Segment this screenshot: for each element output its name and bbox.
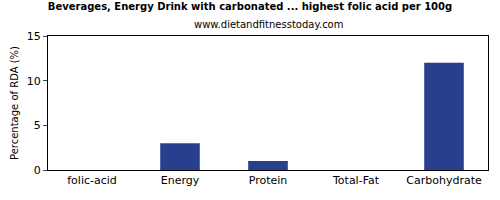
svg-text:Total-Fat: Total-Fat bbox=[332, 174, 380, 187]
svg-text:5: 5 bbox=[34, 119, 41, 132]
svg-text:www.dietandfitnesstoday.com: www.dietandfitnesstoday.com bbox=[194, 19, 343, 30]
svg-text:0: 0 bbox=[34, 164, 41, 177]
svg-text:Carbohydrate: Carbohydrate bbox=[406, 174, 482, 187]
svg-text:Protein: Protein bbox=[249, 174, 288, 187]
svg-text:10: 10 bbox=[27, 75, 41, 88]
svg-text:Percentage of RDA (%): Percentage of RDA (%) bbox=[9, 46, 20, 160]
svg-text:folic-acid: folic-acid bbox=[67, 174, 117, 187]
svg-text:Energy: Energy bbox=[161, 174, 200, 187]
svg-text:15: 15 bbox=[27, 30, 41, 43]
svg-text:Beverages, Energy Drink with c: Beverages, Energy Drink with carbonated … bbox=[48, 1, 452, 12]
